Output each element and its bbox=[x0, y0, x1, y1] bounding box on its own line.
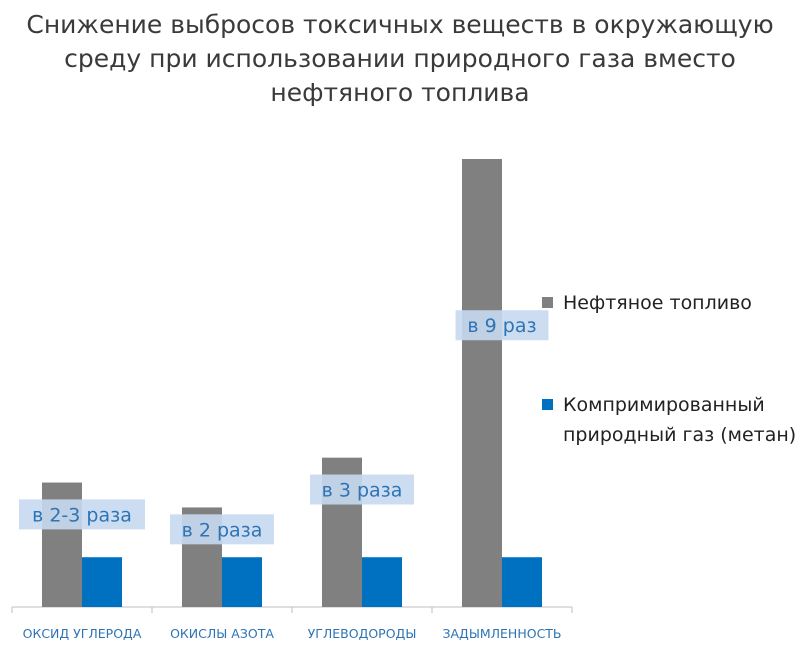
legend-label-gas: Компримированный природный газ (метан) bbox=[563, 394, 797, 446]
annotation-label: в 9 раз bbox=[467, 315, 536, 337]
chart-title-line-3: нефтяного топлива bbox=[270, 78, 530, 107]
chart-title-line-2: среду при использовании природного газа … bbox=[64, 44, 736, 73]
legend-label-oil: Нефтяное топливо bbox=[563, 292, 752, 314]
annotation-label: в 2 раза bbox=[182, 519, 263, 541]
annotation-box bbox=[19, 499, 145, 530]
x-tick-label: УГЛЕВОДОРОДЫ bbox=[308, 626, 417, 641]
bar-gas-2 bbox=[222, 557, 262, 607]
annotation-box bbox=[170, 514, 274, 545]
legend-item-oil: Нефтяное топливо bbox=[542, 288, 800, 318]
chart-title: Снижение выбросов токсичных веществ в ок… bbox=[20, 8, 780, 110]
annotation-box bbox=[455, 310, 549, 341]
legend-swatch-gas bbox=[542, 399, 553, 410]
annotation-label: в 3 раза bbox=[322, 480, 403, 502]
chart-title-line-1: Снижение выбросов токсичных веществ в ок… bbox=[26, 10, 774, 39]
bar-gas-4 bbox=[502, 557, 542, 607]
bar-oil-4 bbox=[462, 159, 502, 607]
annotation-label: в 2-3 раза bbox=[32, 504, 132, 526]
annotation-box bbox=[310, 474, 414, 505]
bar-gas-1 bbox=[82, 557, 122, 607]
legend-item-gas: Компримированный природный газ (метан) bbox=[542, 390, 800, 450]
legend-swatch-oil bbox=[542, 297, 553, 308]
bar-gas-3 bbox=[362, 557, 402, 607]
x-tick-label: ОКИСЛЫ АЗОТА bbox=[170, 626, 274, 641]
x-tick-label: ЗАДЫМЛЕННОСТЬ bbox=[442, 626, 561, 641]
x-tick-label: ОКСИД УГЛЕРОДА bbox=[23, 626, 142, 641]
